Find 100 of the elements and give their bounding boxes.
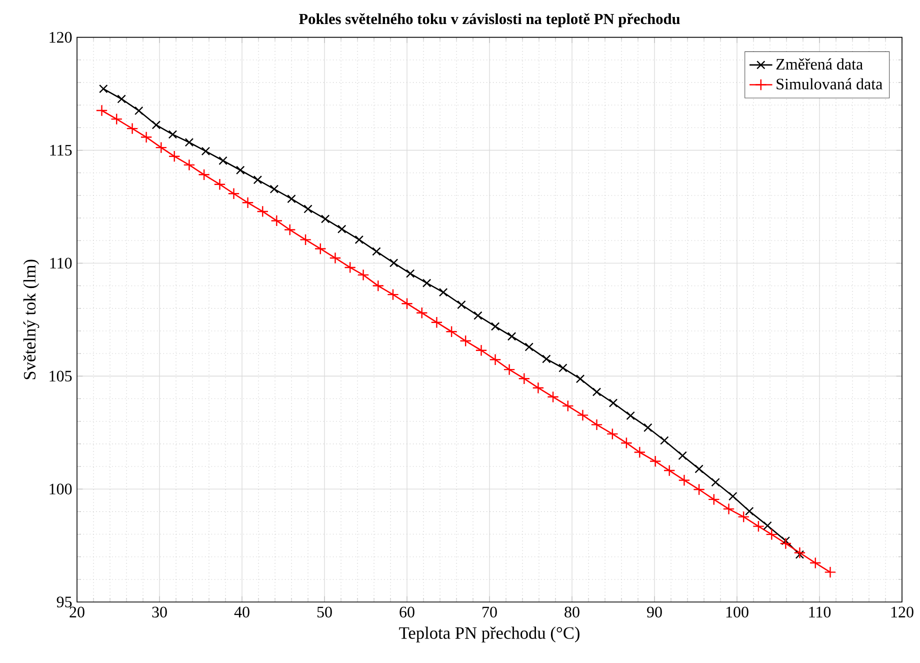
point	[320, 214, 330, 224]
point	[794, 546, 806, 559]
y-tick-label: 110	[50, 258, 72, 269]
x-tick-label: 110	[809, 606, 831, 618]
point	[763, 521, 772, 530]
point	[140, 131, 152, 144]
point	[198, 168, 210, 181]
point	[117, 94, 126, 104]
point	[256, 206, 269, 218]
point	[416, 306, 428, 319]
point	[201, 146, 210, 156]
point	[592, 388, 602, 396]
x-tick-label: 30	[152, 606, 167, 618]
point	[490, 322, 500, 331]
point	[576, 409, 589, 422]
x-tick-label: 70	[482, 606, 497, 618]
point	[228, 188, 240, 200]
point	[738, 510, 750, 523]
point	[693, 484, 705, 496]
point	[344, 262, 356, 274]
point	[270, 214, 283, 227]
point	[214, 178, 226, 190]
point	[284, 224, 296, 236]
point	[620, 437, 632, 449]
point	[608, 398, 618, 408]
point	[152, 120, 161, 130]
point	[389, 258, 398, 268]
point	[708, 494, 720, 506]
point	[558, 364, 568, 372]
point	[460, 334, 472, 347]
legend-label: Změřená data	[776, 58, 863, 70]
point	[518, 372, 530, 385]
point	[660, 436, 669, 445]
point	[184, 138, 194, 147]
point	[168, 130, 178, 139]
chart-title: Pokles světelného toku v závislosti na teplotě PN přechodu	[298, 13, 680, 28]
y-tick-label: 115	[50, 144, 72, 156]
point	[236, 166, 245, 174]
point	[168, 150, 180, 162]
point	[242, 196, 254, 209]
point	[270, 184, 279, 194]
point	[780, 538, 792, 550]
x-tick-label: 50	[317, 606, 332, 618]
x-tick-label: 90	[647, 606, 662, 618]
point	[626, 411, 635, 420]
point	[475, 344, 488, 356]
point	[824, 566, 836, 578]
y-tick-label: 120	[50, 32, 72, 43]
point	[728, 492, 738, 501]
point	[678, 474, 690, 486]
point	[711, 478, 720, 487]
point	[781, 536, 790, 546]
point	[110, 113, 123, 126]
point	[401, 298, 413, 310]
point	[745, 506, 754, 516]
point	[218, 156, 228, 166]
x-tick-label: 120	[891, 606, 914, 618]
y-axis-title: Světelný tok (lm)	[23, 260, 40, 380]
point	[183, 159, 196, 171]
point	[606, 428, 618, 440]
y-tick-label: 95	[56, 596, 72, 608]
point	[372, 280, 384, 292]
y-tick-label: 100	[50, 484, 72, 494]
point	[253, 175, 262, 184]
point	[99, 84, 108, 94]
x-axis-title: Teplota PN přechodu (°C)	[399, 626, 580, 642]
point	[446, 326, 458, 338]
point	[722, 502, 735, 515]
point	[590, 418, 603, 431]
point	[126, 122, 138, 135]
point	[644, 423, 652, 432]
point	[795, 550, 804, 559]
x-tick-label: 100	[726, 606, 748, 618]
point	[649, 455, 662, 468]
point	[663, 464, 676, 476]
x-tick-label: 20	[70, 606, 84, 618]
point	[337, 224, 346, 234]
point	[766, 528, 778, 540]
point	[542, 354, 551, 364]
point	[406, 269, 415, 278]
point	[300, 234, 312, 246]
point	[576, 374, 585, 384]
point	[634, 446, 646, 458]
point	[372, 247, 381, 256]
x-tick-label: 40	[234, 606, 250, 618]
point	[357, 269, 370, 281]
point	[387, 288, 399, 301]
point	[752, 520, 764, 532]
point	[532, 382, 544, 394]
point	[430, 316, 443, 328]
point	[694, 464, 704, 474]
point	[507, 332, 516, 341]
point	[134, 106, 144, 116]
point	[457, 300, 466, 310]
point	[678, 451, 687, 460]
point	[547, 390, 559, 403]
point	[155, 142, 168, 154]
point	[524, 342, 534, 352]
legend-label: Simulovaná data	[776, 78, 882, 90]
point	[503, 364, 516, 376]
